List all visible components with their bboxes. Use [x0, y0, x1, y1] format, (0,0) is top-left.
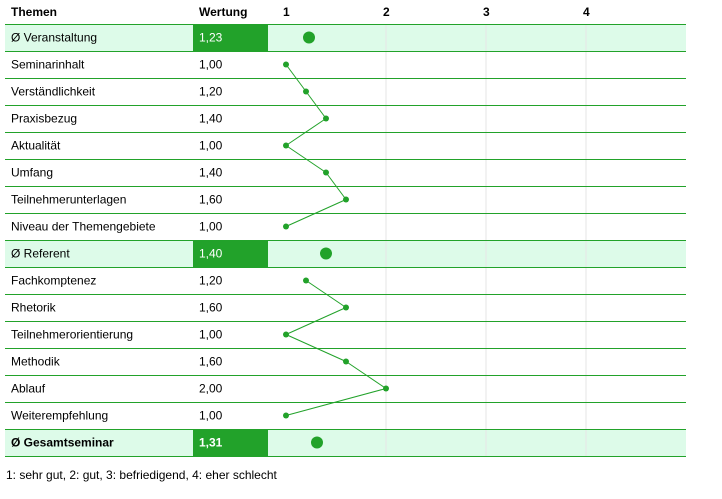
row-value: 1,60 — [199, 193, 223, 207]
series-line-segment — [285, 388, 387, 416]
row-label: Teilnehmerunterlagen — [11, 193, 126, 207]
row-label: Ø Gesamtseminar — [11, 436, 114, 450]
data-point — [303, 277, 309, 284]
summary-value-box — [193, 240, 268, 267]
row-value: 1,00 — [199, 409, 223, 423]
row-value: 1,20 — [199, 274, 223, 288]
data-point — [323, 115, 329, 122]
row-label: Ablauf — [11, 382, 46, 396]
series-line-segment — [285, 199, 347, 227]
row-label: Weiterempfehlung — [11, 409, 108, 423]
scale-tick-label: 2 — [383, 5, 390, 19]
series-line-segment — [305, 91, 327, 119]
average-point — [303, 31, 315, 44]
row-label: Fachkomptenez — [11, 274, 96, 288]
data-point — [283, 412, 289, 419]
scale-tick-label: 3 — [483, 5, 490, 19]
data-point — [283, 331, 289, 338]
scale-legend-footnote: 1: sehr gut, 2: gut, 3: befriedigend, 4:… — [6, 468, 277, 482]
row-value: 1,40 — [199, 112, 223, 126]
row-label: Teilnehmerorientierung — [11, 328, 133, 342]
row-value: 1,40 — [199, 247, 223, 261]
row-label: Rhetorik — [11, 301, 57, 315]
summary-value-box — [193, 24, 268, 51]
row-value: 1,60 — [199, 355, 223, 369]
row-value: 1,00 — [199, 220, 223, 234]
data-point — [283, 223, 289, 230]
column-header-topic: Themen — [11, 5, 57, 19]
scale-tick-label: 1 — [283, 5, 290, 19]
row-value: 1,40 — [199, 166, 223, 180]
row-label: Seminarinhalt — [11, 58, 85, 72]
data-point — [283, 142, 289, 149]
row-value: 1,00 — [199, 139, 223, 153]
summary-row-background — [5, 240, 686, 267]
series-line-segment — [285, 118, 327, 146]
data-point — [343, 196, 349, 203]
row-label: Ø Referent — [11, 247, 70, 261]
series-line-segment — [285, 64, 307, 92]
row-value: 1,31 — [199, 436, 223, 450]
column-header-score: Wertung — [199, 5, 247, 19]
row-value: 2,00 — [199, 382, 223, 396]
row-value: 1,20 — [199, 85, 223, 99]
series-line-segment — [285, 307, 347, 335]
data-point — [383, 385, 389, 392]
row-label: Umfang — [11, 166, 53, 180]
row-label: Verständlichkeit — [11, 85, 96, 99]
row-value: 1,00 — [199, 58, 223, 72]
average-point — [311, 436, 323, 449]
row-label: Aktualität — [11, 139, 61, 153]
data-point — [343, 358, 349, 365]
row-label: Methodik — [11, 355, 61, 369]
data-point — [323, 169, 329, 176]
data-point — [303, 88, 309, 95]
data-point — [343, 304, 349, 311]
row-label: Praxisbezug — [11, 112, 77, 126]
series-line-segment — [305, 280, 347, 308]
summary-value-box — [193, 429, 268, 456]
series-line-segment — [325, 172, 347, 200]
series-line-segment — [285, 334, 347, 362]
row-label: Niveau der Themengebiete — [11, 220, 156, 234]
series-line-segment — [345, 361, 387, 389]
row-value: 1,60 — [199, 301, 223, 315]
series-line-segment — [285, 145, 327, 173]
average-point — [320, 247, 332, 260]
row-value: 1,00 — [199, 328, 223, 342]
row-value: 1,23 — [199, 31, 223, 45]
data-point — [283, 61, 289, 68]
summary-row-background — [5, 429, 686, 456]
summary-row-background — [5, 24, 686, 51]
scale-tick-label: 4 — [583, 5, 590, 19]
row-label: Ø Veranstaltung — [11, 31, 97, 45]
